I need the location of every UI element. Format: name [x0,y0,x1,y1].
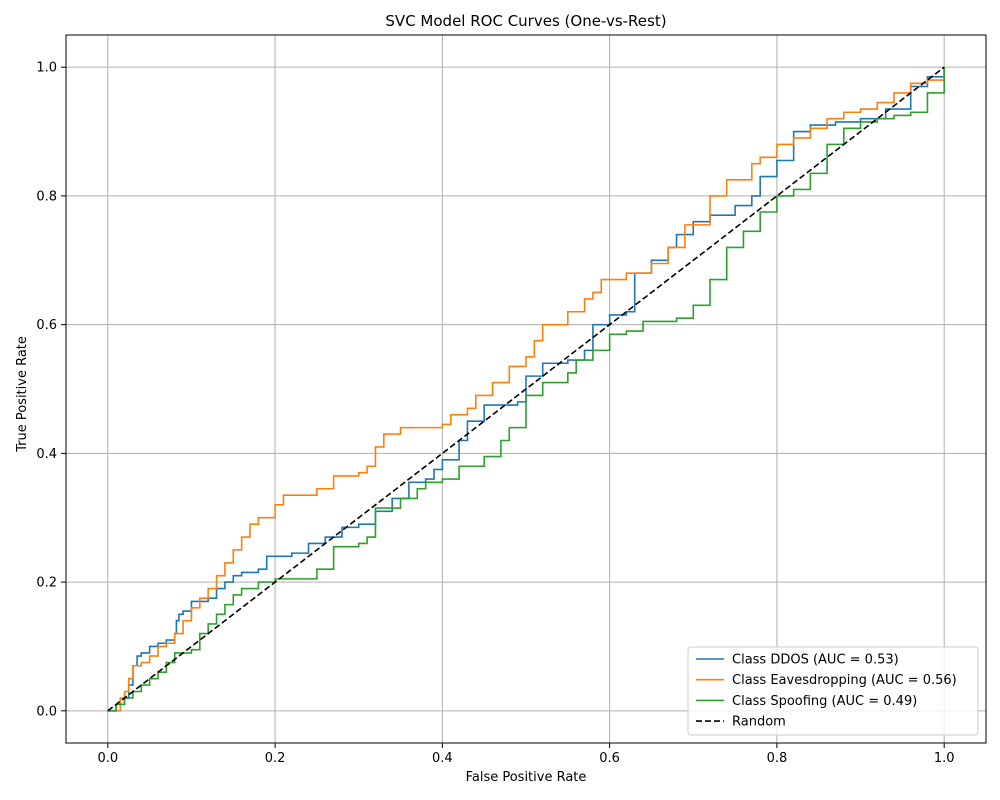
x-axis-label: False Positive Rate [466,770,587,785]
series-line [107,67,945,712]
plot-frame [65,34,987,744]
x-tick-label: 0.6 [599,751,620,766]
chart-title: SVC Model ROC Curves (One-vs-Rest) [385,12,666,30]
x-tick-label: 0.2 [265,751,286,766]
y-tick-label: 0.8 [36,189,57,204]
legend-box [687,646,979,736]
x-tick-label: 0.4 [432,751,453,766]
series-line [107,66,945,712]
x-tick-label: 0.0 [97,751,118,766]
y-tick-label: 0.4 [36,447,57,462]
y-tick-label: 0.0 [36,704,57,719]
y-tick-label: 0.6 [36,318,57,333]
grid [66,35,986,743]
axis-ticks: 0.0 0.2 0.4 0.6 0.8 1.0 0.0 0.2 0.4 0.6 0.8 1.0 [36,61,954,766]
legend-label: Class Eavesdropping (AUC = 0.56) [732,673,957,688]
series-lines [107,66,945,712]
legend-label: Class DDOS (AUC = 0.53) [732,653,899,668]
x-tick-label: 0.8 [767,751,788,766]
series-line [107,67,945,712]
y-axis-label: True Positive Rate [15,336,30,453]
legend: Class DDOS (AUC = 0.53) Class Eavesdroppi… [687,646,979,736]
y-tick-label: 1.0 [36,61,57,76]
legend-label: Class Spoofing (AUC = 0.49) [732,694,917,709]
y-tick-label: 0.2 [36,576,57,591]
x-tick-label: 1.0 [934,751,955,766]
legend-label: Random [732,715,786,730]
